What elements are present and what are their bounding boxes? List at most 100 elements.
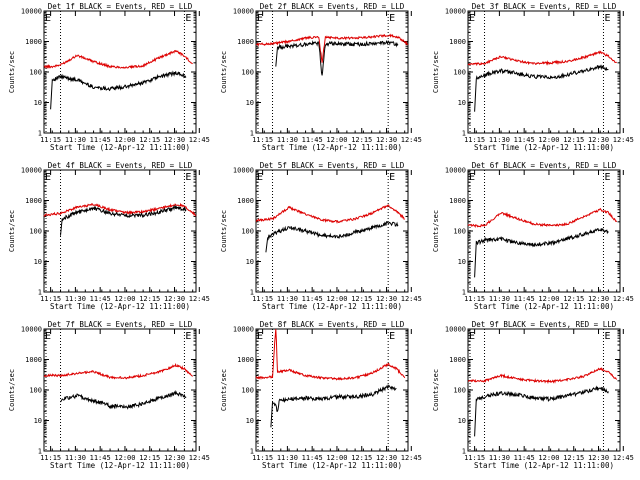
x-tick-label: 11:45 (514, 454, 535, 462)
x-tick-label: 11:45 (514, 136, 535, 144)
chart-panel-6: Det 6f BLACK = Events, RED = LLD 1 10 100 10… (432, 161, 634, 311)
x-tick-label: 12:30 (376, 295, 397, 303)
marker-label: E (604, 172, 610, 183)
chart-title: Det 2f BLACK = Events, RED = LLD (260, 2, 405, 11)
y-axis-label: Counts/sec (432, 210, 440, 252)
x-tick-label: 12:45 (401, 454, 422, 462)
x-tick-label: 12:30 (588, 295, 609, 303)
chart-panel-9: Det 9f BLACK = Events, RED = LLD 1 10 100 10… (432, 320, 634, 470)
x-tick-label: 12:45 (613, 454, 634, 462)
chart-panel-1: Det 1f BLACK = Events, RED = LLD 1 10 100 10… (8, 2, 210, 152)
x-tick-label: 12:15 (563, 454, 584, 462)
series-line-lld (255, 328, 406, 381)
series-line-lld (255, 33, 409, 63)
marker-label: E (389, 13, 395, 24)
x-tick-label: 12:15 (563, 136, 584, 144)
marker-label: E (257, 172, 263, 183)
y-tick-label: 10000 (233, 167, 254, 175)
y-tick-label: 10000 (233, 8, 254, 16)
series-line-events (474, 385, 609, 437)
x-axis-label: Start Time (12-Apr-12 11:11:00) (474, 143, 614, 152)
y-tick-label: 100 (241, 228, 254, 236)
y-tick-label: 10000 (233, 326, 254, 334)
y-tick-label: 1 (38, 448, 42, 456)
x-tick-label: 11:30 (65, 295, 86, 303)
y-axis-label: Counts/sec (220, 51, 228, 93)
marker-label: E (469, 13, 475, 24)
y-axis-label: Counts/sec (220, 210, 228, 252)
y-axis-label: Counts/sec (432, 51, 440, 93)
y-tick-label: 100 (453, 69, 466, 77)
x-tick-label: 12:15 (351, 136, 372, 144)
y-tick-label: 1 (38, 130, 42, 138)
x-tick-label: 12:30 (376, 136, 397, 144)
series-line-events (60, 389, 187, 410)
marker-label: E (185, 172, 191, 183)
marker-label: E (257, 13, 263, 24)
y-axis-label: Counts/sec (432, 369, 440, 411)
x-tick-label: 11:45 (302, 454, 323, 462)
x-tick-label: 12:00 (326, 295, 347, 303)
x-tick-label: 12:45 (189, 454, 210, 462)
y-tick-label: 1 (462, 130, 466, 138)
y-tick-label: 10000 (21, 326, 42, 334)
y-tick-label: 1000 (25, 197, 42, 205)
x-tick-label: 12:15 (351, 295, 372, 303)
plot-frame (43, 169, 197, 293)
x-tick-label: 12:15 (139, 136, 160, 144)
x-tick-label: 11:45 (302, 136, 323, 144)
x-axis-label: Start Time (12-Apr-12 11:11:00) (262, 302, 402, 311)
marker-label: E (185, 331, 191, 342)
x-tick-label: 12:30 (376, 454, 397, 462)
y-tick-label: 10 (458, 99, 466, 107)
x-tick-label: 12:30 (588, 136, 609, 144)
chart-title: Det 8f BLACK = Events, RED = LLD (260, 320, 405, 329)
series-line-lld (467, 207, 618, 229)
y-tick-label: 1000 (449, 356, 466, 364)
x-tick-label: 11:15 (252, 136, 273, 144)
x-tick-label: 11:30 (489, 295, 510, 303)
series-line-lld (43, 362, 194, 380)
x-axis-label: Start Time (12-Apr-12 11:11:00) (50, 461, 190, 470)
series-line-events (50, 70, 187, 110)
x-tick-label: 11:15 (40, 136, 61, 144)
x-tick-label: 11:15 (464, 295, 485, 303)
y-tick-label: 1000 (449, 38, 466, 46)
chart-panel-5: Det 5f BLACK = Events, RED = LLD 1 10 100 10… (220, 161, 422, 311)
y-tick-label: 10 (34, 417, 42, 425)
x-tick-label: 12:45 (189, 136, 210, 144)
plot-frame (467, 169, 621, 293)
series-line-events (60, 204, 187, 236)
y-tick-label: 1000 (25, 38, 42, 46)
y-tick-label: 10000 (445, 8, 466, 16)
x-tick-label: 12:00 (114, 136, 135, 144)
x-tick-label: 12:30 (164, 136, 185, 144)
x-tick-label: 11:30 (277, 454, 298, 462)
y-tick-label: 10000 (21, 167, 42, 175)
x-tick-label: 12:15 (563, 295, 584, 303)
x-tick-label: 12:00 (114, 295, 135, 303)
chart-title: Det 3f BLACK = Events, RED = LLD (472, 2, 617, 11)
x-tick-label: 11:30 (277, 136, 298, 144)
marker-label: E (604, 13, 610, 24)
marker-label: E (469, 172, 475, 183)
y-tick-label: 100 (29, 387, 42, 395)
marker-label: E (45, 13, 51, 24)
chart-panel-4: Det 4f BLACK = Events, RED = LLD 1 10 100 10… (8, 161, 210, 311)
x-tick-label: 12:30 (588, 454, 609, 462)
x-tick-label: 11:45 (514, 295, 535, 303)
x-tick-label: 11:30 (489, 454, 510, 462)
x-tick-label: 11:15 (464, 454, 485, 462)
x-axis-label: Start Time (12-Apr-12 11:11:00) (474, 302, 614, 311)
chart-title: Det 7f BLACK = Events, RED = LLD (48, 320, 193, 329)
x-tick-label: 12:15 (351, 454, 372, 462)
y-tick-label: 1000 (449, 197, 466, 205)
x-axis-label: Start Time (12-Apr-12 11:11:00) (262, 461, 402, 470)
y-tick-label: 1000 (237, 38, 254, 46)
chart-panel-3: Det 3f BLACK = Events, RED = LLD 1 10 100 10… (432, 2, 634, 152)
x-tick-label: 12:00 (538, 454, 559, 462)
x-tick-label: 12:00 (326, 136, 347, 144)
series-line-events (474, 64, 609, 112)
chart-title: Det 4f BLACK = Events, RED = LLD (48, 161, 193, 170)
